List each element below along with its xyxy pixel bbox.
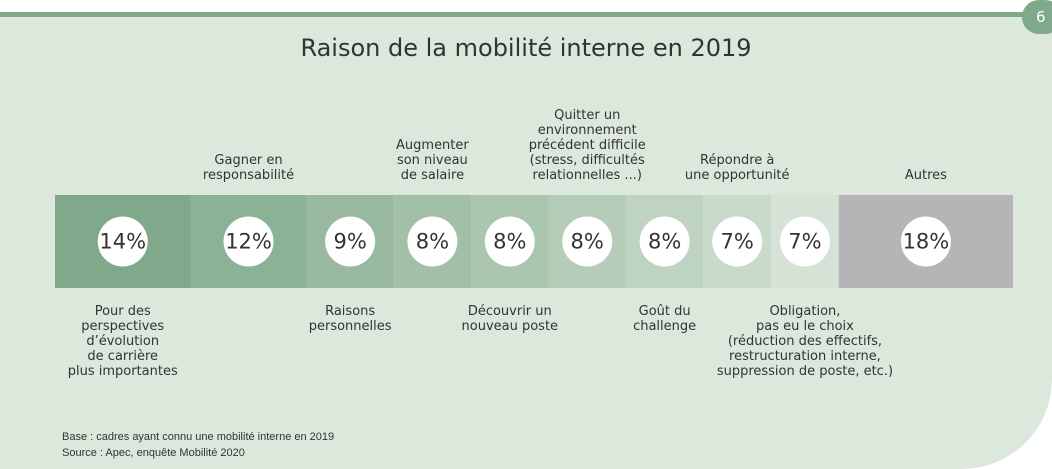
value-badge	[562, 216, 613, 267]
value-label: 8%	[493, 230, 526, 254]
value-badge	[223, 216, 274, 267]
value-badge	[407, 216, 458, 267]
value-label: 8%	[648, 230, 681, 254]
chart-title: Raison de la mobilité interne en 2019	[300, 34, 752, 62]
value-badge	[97, 216, 148, 267]
category-label: Répondre à une opportunité	[684, 153, 790, 183]
value-badge	[900, 216, 951, 267]
value-label: 9%	[333, 230, 366, 254]
category-label: Augmenter son niveau de salaire	[396, 138, 469, 183]
category-label: Pour des perspectives d’évolution de car…	[67, 304, 178, 379]
value-badge	[779, 216, 830, 267]
top-rule	[0, 12, 1030, 17]
value-badge	[325, 216, 376, 267]
value-label: 7%	[788, 230, 821, 254]
category-label: Découvrir un nouveau poste	[461, 304, 559, 334]
category-label: Gagner en responsabilité	[202, 153, 295, 183]
page-number: 6	[1022, 0, 1052, 34]
note: Source : Apec, enquête Mobilité 2020	[62, 447, 245, 459]
category-label: Quitter un environnement précédent diffi…	[528, 108, 646, 183]
note: Base : cadres ayant connu une mobilité i…	[62, 431, 335, 443]
value-label: 8%	[571, 230, 604, 254]
value-label: 7%	[721, 230, 754, 254]
category-label: Goût du challenge	[633, 304, 697, 334]
value-label: 14%	[99, 230, 146, 254]
value-badge	[484, 216, 535, 267]
category-label: Obligation, pas eu le choix (réduction d…	[716, 304, 894, 379]
value-badge	[639, 216, 690, 267]
value-label: 8%	[416, 230, 449, 254]
category-label: Autres	[904, 168, 947, 183]
value-badge	[712, 216, 763, 267]
category-label: Raisons personnelles	[308, 304, 392, 334]
value-label: 18%	[903, 230, 950, 254]
value-label: 12%	[225, 230, 272, 254]
